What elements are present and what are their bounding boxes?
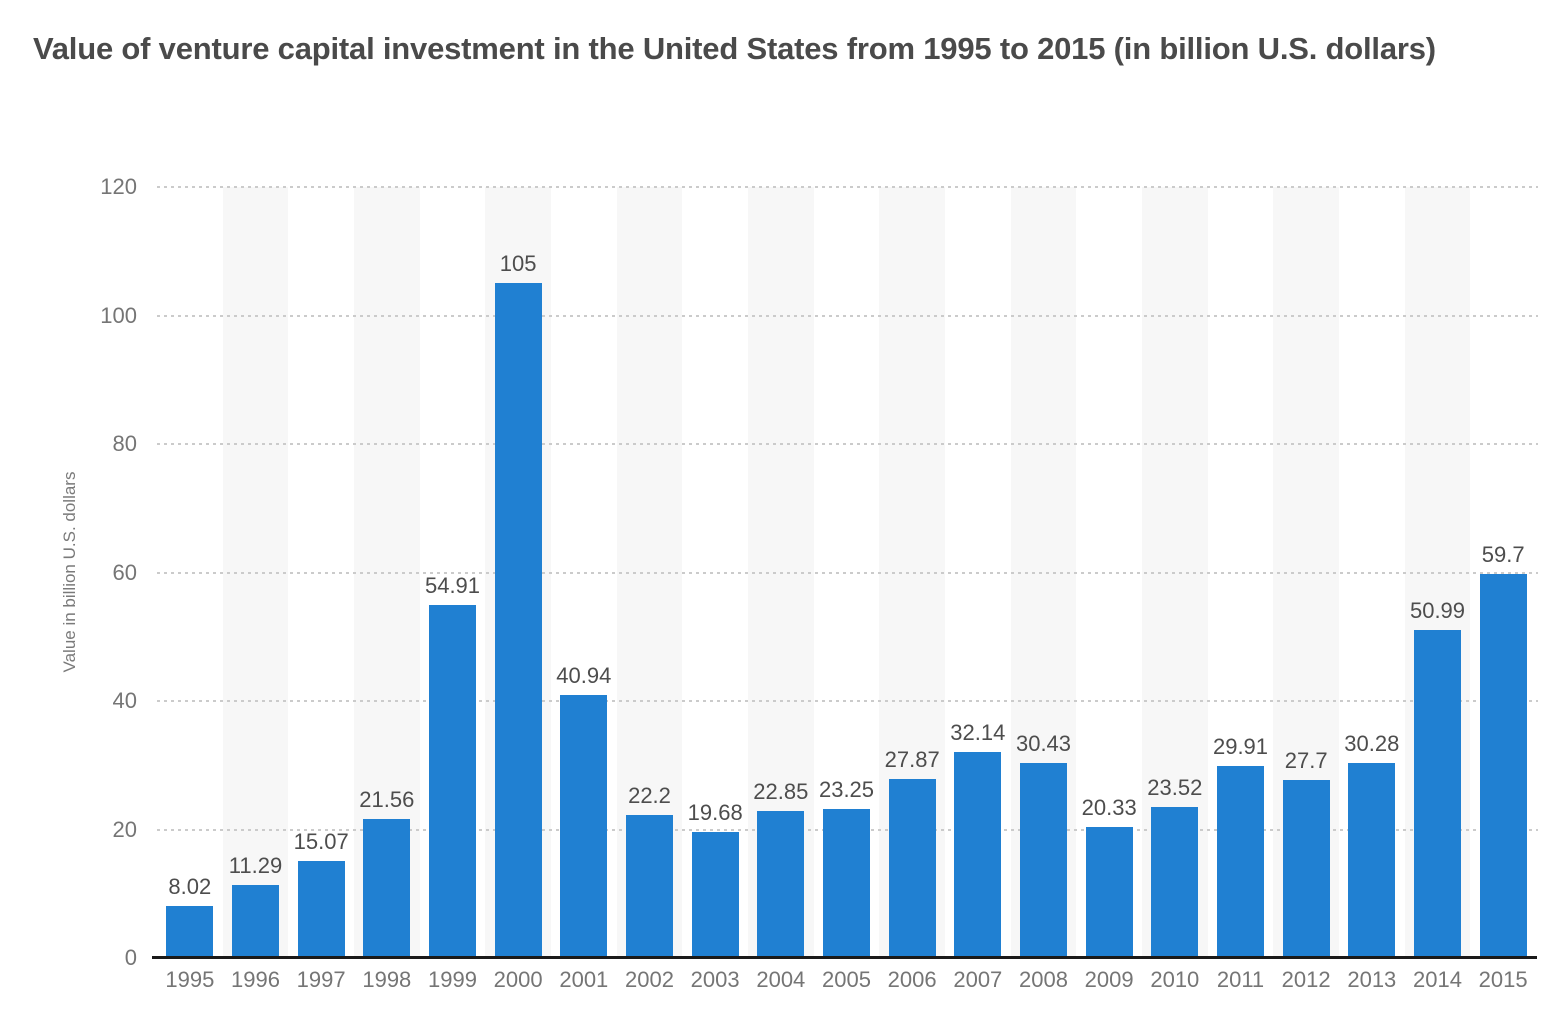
bar-2004 xyxy=(757,811,805,958)
value-label-2006: 27.87 xyxy=(884,746,940,772)
x-tick-1995: 1995 xyxy=(165,967,215,992)
x-tick-2010: 2010 xyxy=(1150,967,1200,992)
value-label-1995: 8.02 xyxy=(168,874,212,900)
bar-1997 xyxy=(297,861,345,958)
value-label-1997: 15.07 xyxy=(293,829,349,855)
x-tick-2004: 2004 xyxy=(756,967,806,992)
value-label-2012: 27.7 xyxy=(1284,748,1328,774)
bar-2007 xyxy=(954,751,1002,958)
x-axis-baseline xyxy=(152,956,1537,959)
x-tick-1997: 1997 xyxy=(296,967,346,992)
bar-2000 xyxy=(494,283,542,958)
value-label-2014: 50.99 xyxy=(1409,598,1466,624)
x-tick-2012: 2012 xyxy=(1281,967,1331,992)
x-tick-1999: 1999 xyxy=(428,967,477,992)
x-tick-2003: 2003 xyxy=(690,967,740,992)
gridline xyxy=(157,571,1538,574)
x-tick-2009: 2009 xyxy=(1084,967,1134,992)
value-label-2010: 23.52 xyxy=(1147,774,1203,800)
value-label-2004: 22.85 xyxy=(753,779,809,805)
x-tick-2001: 2001 xyxy=(559,967,609,992)
gridline xyxy=(157,443,1538,445)
value-label-2005: 23.25 xyxy=(818,776,875,802)
x-tick-2005: 2005 xyxy=(822,967,871,992)
gridline xyxy=(157,314,1538,317)
value-label-2000: 105 xyxy=(499,251,537,277)
plot-area: 8.02 11.29 15.07 21.56 54.91 105 40.94 22.2 19.6… xyxy=(152,186,1538,959)
y-tick-0: 0 xyxy=(124,945,137,970)
bar-2010 xyxy=(1151,806,1199,958)
bar-2001 xyxy=(560,694,608,958)
x-tick-1998: 1998 xyxy=(362,967,412,992)
bar-2014 xyxy=(1414,630,1461,958)
bar-2011 xyxy=(1217,765,1264,958)
bar-1996 xyxy=(232,885,279,958)
y-tick-20: 20 xyxy=(112,816,137,842)
value-label-2009: 20.33 xyxy=(1081,795,1137,821)
bar-1998 xyxy=(363,819,411,958)
value-label-2001: 40.94 xyxy=(556,662,612,688)
value-label-2015: 59.7 xyxy=(1481,542,1525,568)
bar-2006 xyxy=(888,778,936,958)
bar-2009 xyxy=(1085,827,1133,958)
y-axis-tick-labels: 0 20 40 60 80 100 120 xyxy=(0,174,137,970)
value-label-2003: 19.68 xyxy=(687,799,743,825)
value-label-1996: 11.29 xyxy=(228,853,283,879)
y-tick-80: 80 xyxy=(112,431,137,456)
x-axis-tick-labels: 1995 1996 1997 1998 1999 2000 2001 2002 2003 2004… xyxy=(157,967,1536,997)
y-tick-60: 60 xyxy=(112,559,137,585)
value-label-2011: 29.91 xyxy=(1212,733,1269,759)
x-tick-2002: 2002 xyxy=(625,967,674,992)
bar-2015 xyxy=(1479,574,1527,958)
x-tick-1996: 1996 xyxy=(231,967,280,992)
gridline xyxy=(157,186,1538,188)
x-tick-2007: 2007 xyxy=(953,967,1003,992)
chart-title: Value of venture capital investment in t… xyxy=(33,31,1436,66)
value-label-2007: 32.14 xyxy=(950,719,1006,745)
bar-2003 xyxy=(691,831,739,958)
gridline xyxy=(157,700,1538,702)
bar-2008 xyxy=(1020,762,1067,958)
value-label-1999: 54.91 xyxy=(424,573,481,599)
x-tick-2000: 2000 xyxy=(493,967,543,992)
value-label-1998: 21.56 xyxy=(359,787,415,813)
bar-1995 xyxy=(166,906,214,958)
x-tick-2011: 2011 xyxy=(1216,967,1265,992)
y-tick-120: 120 xyxy=(100,174,137,199)
bar-2012 xyxy=(1282,780,1330,958)
y-tick-40: 40 xyxy=(112,688,137,713)
value-label-2013: 30.28 xyxy=(1344,731,1400,757)
x-tick-2006: 2006 xyxy=(887,967,937,992)
value-label-2008: 30.43 xyxy=(1015,730,1072,756)
bar-2002 xyxy=(626,815,673,958)
bar-2005 xyxy=(823,808,870,958)
y-tick-100: 100 xyxy=(100,302,137,328)
x-tick-2015: 2015 xyxy=(1478,967,1528,992)
x-tick-2013: 2013 xyxy=(1347,967,1397,992)
value-label-2002: 22.2 xyxy=(628,783,671,809)
bar-1999 xyxy=(429,605,476,958)
bar-2013 xyxy=(1348,763,1396,958)
x-tick-2014: 2014 xyxy=(1413,967,1462,992)
x-tick-2008: 2008 xyxy=(1019,967,1068,992)
